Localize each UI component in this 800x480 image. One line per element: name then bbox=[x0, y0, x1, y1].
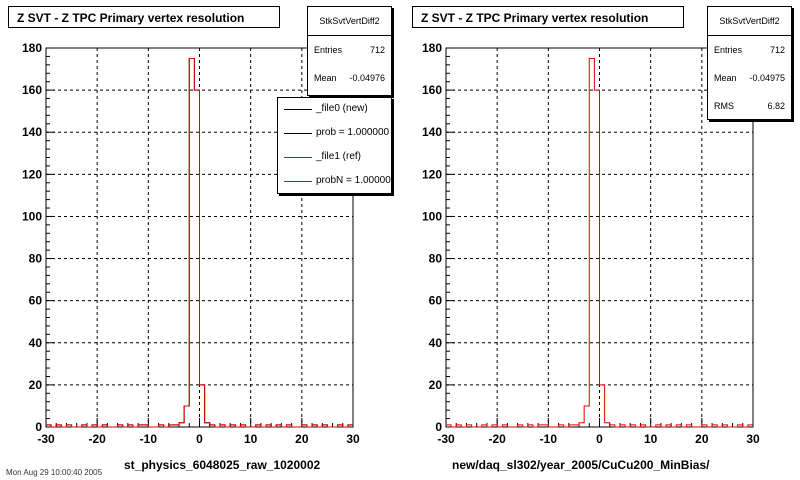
legend-label-ref: _file1 (ref) bbox=[316, 151, 362, 162]
y-tick-label: 20 bbox=[429, 378, 443, 392]
stats-entries-value: 712 bbox=[769, 45, 785, 55]
y-tick-label: 80 bbox=[29, 252, 43, 266]
x-tick-label: 0 bbox=[596, 432, 603, 446]
x-axis-label: new/daq_sl302/year_2005/CuCu200_MinBias/ bbox=[452, 458, 710, 472]
stats-rms: RMS 6.82 bbox=[708, 92, 791, 120]
y-tick-label: 180 bbox=[422, 41, 442, 55]
y-tick-label: 20 bbox=[29, 378, 43, 392]
legend-entry-prob: prob = 1.000000 bbox=[278, 122, 391, 146]
histogram-series-line bbox=[46, 58, 353, 428]
left-pad: Z SVT - Z TPC Primary vertex resolution … bbox=[8, 6, 392, 472]
legend-line-probn bbox=[284, 181, 312, 182]
y-tick-label: 0 bbox=[35, 420, 42, 434]
stats-entries-label: Entries bbox=[314, 45, 343, 55]
x-tick-label: -10 bbox=[540, 432, 558, 446]
legend-entry-new: _file0 (new) bbox=[278, 98, 391, 122]
chart-title: Z SVT - Z TPC Primary vertex resolution bbox=[412, 6, 684, 28]
right-histogram: -30 -20 -10 0 10 20 30 0 20 40 60 80 100 120 140 160 180 bbox=[422, 41, 760, 446]
y-tick-label: 160 bbox=[22, 83, 42, 97]
x-tick-label: 20 bbox=[295, 432, 309, 446]
histogram-series-line bbox=[446, 58, 753, 428]
legend-line-new bbox=[284, 109, 312, 110]
x-tick-label: 20 bbox=[695, 432, 709, 446]
x-tick-label: -20 bbox=[88, 432, 106, 446]
y-tick-label: 140 bbox=[22, 125, 42, 139]
y-tick-label: 100 bbox=[22, 209, 42, 223]
stats-mean-value: -0.04975 bbox=[749, 73, 785, 83]
stats-box: StkSvtVertDiff2 Entries 712 Mean -0.0497… bbox=[307, 6, 392, 96]
stats-rms-value: 6.82 bbox=[767, 101, 785, 111]
stats-mean-label: Mean bbox=[714, 73, 737, 83]
y-tick-label: 120 bbox=[422, 167, 442, 181]
stats-mean: Mean -0.04976 bbox=[308, 64, 391, 92]
x-tick-label: -30 bbox=[37, 432, 55, 446]
x-tick-label: 30 bbox=[346, 432, 360, 446]
y-tick-label: 0 bbox=[435, 420, 442, 434]
x-tick-label: 0 bbox=[196, 432, 203, 446]
legend-entry-ref: _file1 (ref) bbox=[278, 146, 391, 170]
legend-line-ref bbox=[284, 157, 312, 158]
y-tick-label: 160 bbox=[422, 83, 442, 97]
chart-title: Z SVT - Z TPC Primary vertex resolution bbox=[8, 6, 280, 28]
legend: _file0 (new) prob = 1.000000 _file1 (ref… bbox=[277, 97, 392, 194]
legend-label-prob: prob = 1.000000 bbox=[316, 127, 390, 138]
stats-name: StkSvtVertDiff2 bbox=[308, 7, 391, 36]
stats-entries-label: Entries bbox=[714, 45, 743, 55]
x-tick-label: 30 bbox=[746, 432, 760, 446]
y-tick-label: 40 bbox=[429, 336, 443, 350]
y-tick-label: 120 bbox=[22, 167, 42, 181]
y-tick-label: 60 bbox=[29, 294, 43, 308]
right-pad: Z SVT - Z TPC Primary vertex resolution … bbox=[400, 0, 800, 480]
x-tick-label: -10 bbox=[140, 432, 158, 446]
stats-entries-value: 712 bbox=[369, 45, 385, 55]
y-tick-label: 60 bbox=[429, 294, 443, 308]
stats-box: StkSvtVertDiff2 Entries 712 Mean -0.0497… bbox=[707, 6, 792, 120]
stats-entries: Entries 712 bbox=[708, 36, 791, 64]
y-tick-label: 180 bbox=[22, 41, 42, 55]
y-tick-label: 40 bbox=[29, 336, 43, 350]
legend-label-new: _file0 (new) bbox=[316, 103, 368, 114]
legend-label-probn: probN = 1.000000 bbox=[316, 175, 392, 186]
y-tick-label: 80 bbox=[429, 252, 443, 266]
x-tick-label: 10 bbox=[644, 432, 658, 446]
x-tick-label: 10 bbox=[244, 432, 258, 446]
legend-line-prob bbox=[284, 133, 312, 134]
x-tick-label: -20 bbox=[488, 432, 506, 446]
y-tick-label: 140 bbox=[422, 125, 442, 139]
legend-entry-probn: probN = 1.000000 bbox=[278, 170, 392, 193]
stats-mean-label: Mean bbox=[314, 73, 337, 83]
x-tick-label: -30 bbox=[437, 432, 455, 446]
stats-entries: Entries 712 bbox=[308, 36, 391, 64]
timestamp-footnote: Mon Aug 29 10:00:40 2005 bbox=[6, 468, 103, 477]
stats-mean-value: -0.04976 bbox=[349, 73, 385, 83]
stats-mean: Mean -0.04975 bbox=[708, 64, 791, 92]
x-axis-label: st_physics_6048025_raw_1020002 bbox=[124, 458, 321, 472]
stats-name: StkSvtVertDiff2 bbox=[708, 7, 791, 36]
y-tick-label: 100 bbox=[422, 209, 442, 223]
stats-rms-label: RMS bbox=[714, 101, 734, 111]
